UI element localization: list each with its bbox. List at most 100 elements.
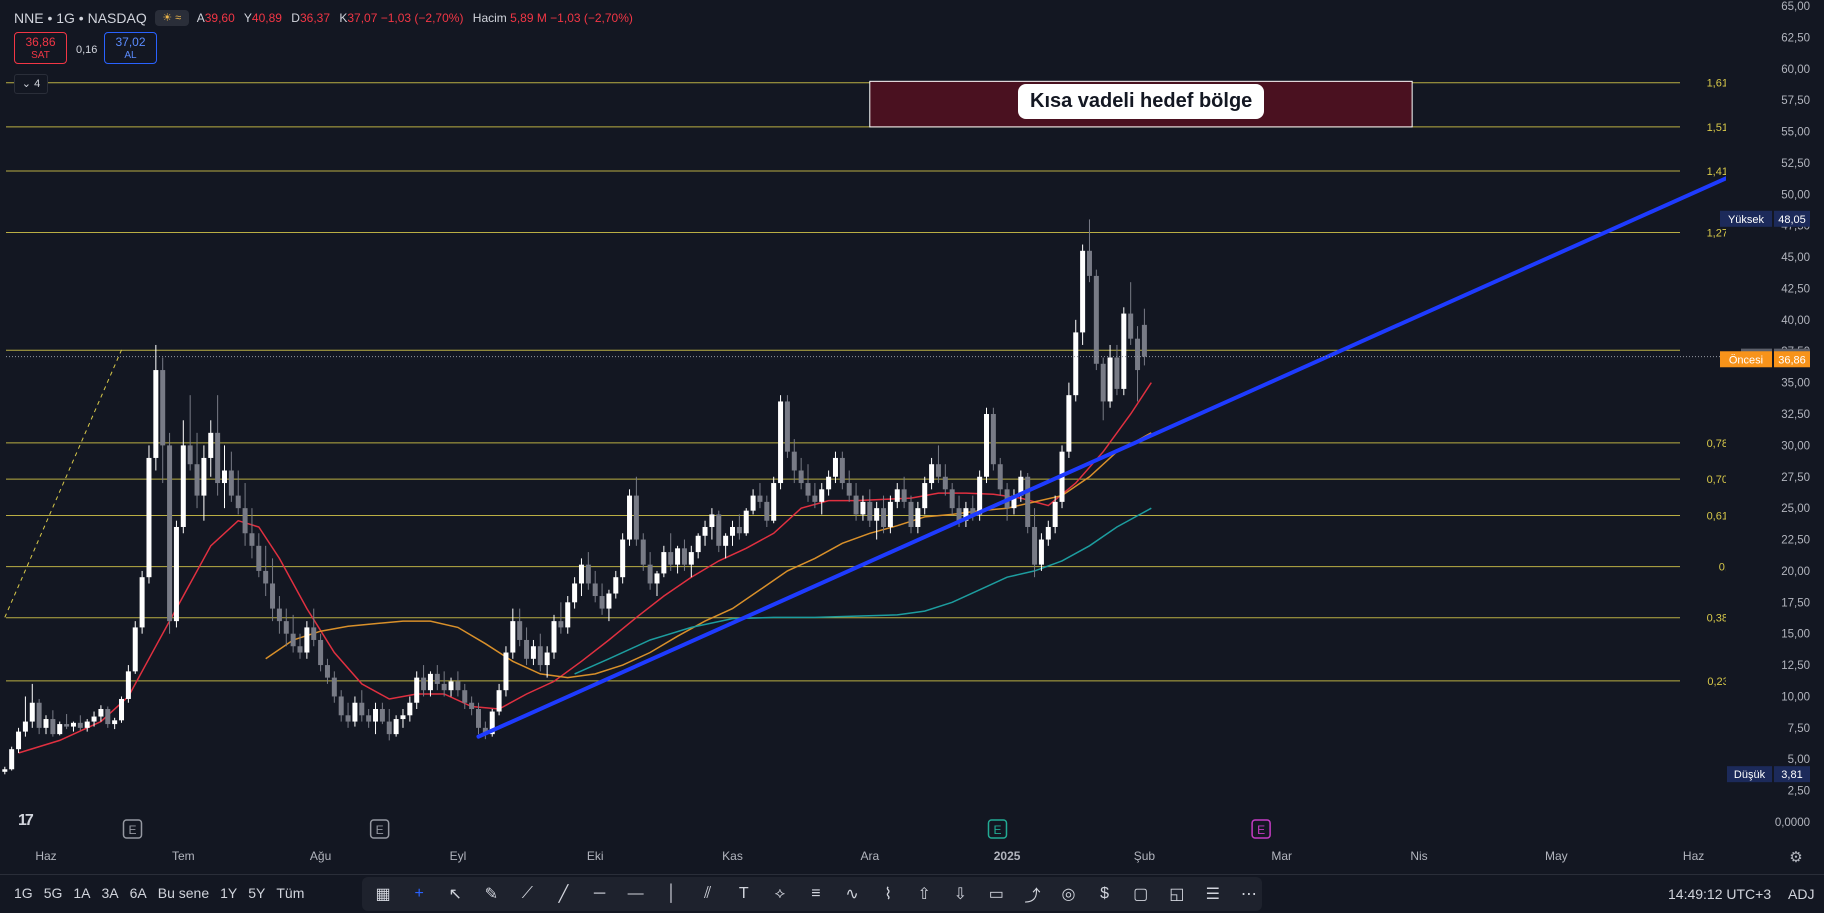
candle	[448, 677, 454, 697]
range-5y[interactable]: 5Y	[248, 885, 266, 901]
range-6a[interactable]: 6A	[129, 885, 147, 901]
price-badge: Öncesi 36,86	[1720, 351, 1810, 368]
price-tick-label: 35,00	[1781, 378, 1810, 390]
cursor-icon[interactable]: ↖	[448, 886, 462, 903]
position-icon[interactable]: ☰	[1205, 886, 1220, 903]
tools-more-icon[interactable]: ⋯	[1240, 886, 1257, 903]
horizontal-ray-icon[interactable]: ─	[593, 885, 606, 902]
comment-icon[interactable]: ▢	[1133, 886, 1149, 903]
candle-body	[784, 401, 790, 452]
time-tick-label: Eyl	[450, 849, 467, 863]
candle	[469, 696, 475, 716]
pattern-icon[interactable]: ⟡	[774, 885, 786, 902]
price-axis-bg[interactable]	[1726, 0, 1824, 874]
earnings-event-marker[interactable]: E	[369, 819, 390, 839]
target-zone-note[interactable]: Kısa vadeli hedef bölge	[1018, 84, 1265, 119]
abc-wave-icon[interactable]: ⌇	[884, 886, 893, 903]
candle	[1135, 326, 1141, 402]
path-icon[interactable]: ⤴	[1024, 888, 1041, 905]
trendline-icon[interactable]: ╱	[558, 886, 569, 903]
chart-canvas[interactable]: 0,236 (11,24)0,382 (16,27)0,5 (20,34)0,6…	[0, 0, 1824, 874]
range-3a[interactable]: 3A	[101, 885, 119, 901]
vertical-line-icon[interactable]: │	[666, 885, 677, 902]
candle-body	[592, 583, 598, 597]
earnings-event-marker[interactable]: E	[1251, 819, 1271, 839]
horizontal-line-icon[interactable]: —	[627, 885, 644, 902]
wave-icon[interactable]: ∿	[845, 886, 859, 903]
candle	[1038, 533, 1044, 571]
range-1a[interactable]: 1A	[73, 885, 91, 901]
range-1y[interactable]: 1Y	[220, 885, 238, 901]
candle-body	[1107, 357, 1113, 402]
open-label: A	[196, 11, 205, 25]
range-5g[interactable]: 5G	[43, 885, 63, 901]
fib-icon[interactable]: ≡	[811, 885, 821, 902]
candle-body	[627, 495, 633, 540]
candle-body	[716, 514, 722, 546]
brush-icon[interactable]: ✎	[484, 886, 498, 903]
symbol-title[interactable]: NNE • 1G • NASDAQ	[14, 10, 147, 26]
clock[interactable]: 14:49:12 UTC+3	[1668, 886, 1772, 902]
buy-button[interactable]: 37,02 AL	[104, 32, 157, 64]
trendline-layer[interactable]	[476, 150, 1785, 739]
indicators-toggle[interactable]: ⌄ 4	[14, 74, 48, 94]
candle-body	[1032, 526, 1038, 565]
blue-trendline[interactable]	[476, 150, 1785, 739]
candle-body	[407, 702, 413, 716]
candle	[867, 489, 873, 527]
calendar-icon[interactable]: ▦	[375, 886, 391, 903]
candle-body	[173, 526, 179, 622]
candle-body	[352, 702, 358, 722]
range-ytd[interactable]: Bu sene	[157, 885, 210, 901]
arrow-up-icon[interactable]: ⇧	[917, 886, 931, 903]
candle-body	[187, 445, 193, 465]
candle-body	[441, 683, 447, 691]
candle-body	[984, 414, 990, 477]
time-tick-label: Tem	[172, 849, 195, 863]
candle	[709, 508, 715, 540]
rectangle-icon[interactable]: ▭	[988, 886, 1004, 903]
range-1g[interactable]: 1G	[14, 885, 33, 901]
range-all[interactable]: Tüm	[276, 885, 305, 901]
gear-icon[interactable]: ⚙	[1789, 848, 1802, 866]
crosshair-icon[interactable]: +	[414, 885, 424, 902]
candle	[730, 520, 735, 546]
candle-body	[379, 709, 385, 722]
axes-layer: 0,0000 2,50 5,00 7,50 10,00 12,50 15,00 17,50 20…	[6, 0, 1824, 874]
candle-body	[98, 709, 104, 717]
earnings-event-marker[interactable]: E	[987, 819, 1008, 839]
candle-body	[1141, 324, 1147, 357]
candle	[723, 533, 729, 559]
candle-body	[537, 646, 543, 666]
ray-icon[interactable]: ⟋	[521, 885, 533, 902]
candle	[860, 495, 866, 521]
candle	[242, 483, 248, 546]
candle	[997, 457, 1003, 496]
candle-body	[956, 508, 962, 521]
tradingview-logo-icon[interactable]: 17	[18, 812, 34, 829]
callout-icon[interactable]: ◱	[1169, 886, 1185, 903]
candle-body	[139, 577, 145, 628]
candle-body	[997, 464, 1003, 490]
candle	[434, 665, 440, 691]
earnings-event-marker[interactable]: E	[122, 819, 143, 839]
candle	[510, 608, 516, 659]
candle-body	[489, 711, 495, 735]
adj-toggle[interactable]: ADJ	[1788, 886, 1815, 902]
candle-body	[290, 633, 296, 647]
earnings-marker-box	[987, 819, 1008, 839]
sell-button[interactable]: 36,86 SAT	[14, 32, 67, 64]
price-label-icon[interactable]: $	[1100, 885, 1110, 902]
candle	[105, 706, 111, 728]
circle-icon[interactable]: ◎	[1061, 886, 1076, 903]
candle-body	[167, 445, 173, 622]
parallel-channel-icon[interactable]: ⫽	[704, 885, 712, 902]
candle-body	[208, 432, 214, 458]
candle-body	[112, 720, 118, 725]
candle-body	[901, 489, 907, 502]
candle	[386, 709, 392, 741]
candle-body	[160, 370, 166, 446]
candle-body	[194, 464, 200, 496]
text-icon[interactable]: T	[738, 885, 749, 902]
arrow-down-icon[interactable]: ⇩	[953, 886, 967, 903]
